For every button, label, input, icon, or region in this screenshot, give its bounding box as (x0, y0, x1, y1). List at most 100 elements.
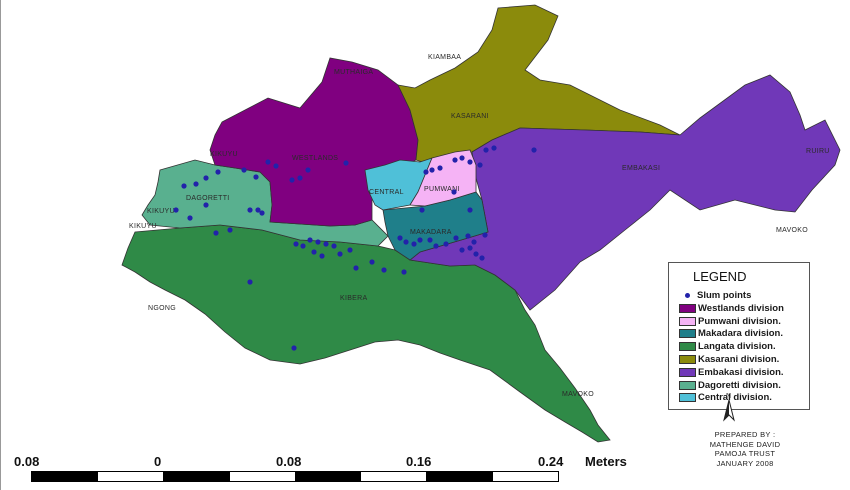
slum-point-marker[interactable] (187, 215, 193, 221)
legend-label: Embakasi division. (698, 366, 784, 378)
slum-point-marker[interactable] (531, 147, 537, 153)
legend-item: Langata division. (679, 341, 776, 352)
slum-point-marker[interactable] (253, 174, 259, 180)
slum-point-marker[interactable] (397, 235, 403, 241)
scale-segment (295, 472, 362, 481)
slum-point-marker[interactable] (291, 345, 297, 351)
legend-title: LEGEND (693, 269, 747, 284)
legend-item: Kasarani division. (679, 354, 779, 365)
slum-point-marker[interactable] (319, 253, 325, 259)
slum-point-marker[interactable] (429, 167, 435, 173)
slum-point-marker[interactable] (453, 235, 459, 241)
slum-point-marker[interactable] (215, 169, 221, 175)
slum-point-marker[interactable] (437, 165, 443, 171)
slum-point-marker[interactable] (417, 237, 423, 243)
slum-point-marker[interactable] (467, 159, 473, 165)
legend-swatch (679, 355, 696, 364)
credit-organization: PAMOJA TRUST (714, 449, 776, 458)
label-muthaiga: MUTHAIGA (334, 69, 373, 76)
slum-point-marker[interactable] (443, 241, 449, 247)
slum-point-marker[interactable] (289, 177, 295, 183)
label-dagoretti: DAGORETTI (186, 195, 230, 202)
scale-segment (97, 472, 164, 481)
slum-point-marker[interactable] (369, 259, 375, 265)
slum-point-marker[interactable] (173, 207, 179, 213)
slum-point-marker[interactable] (482, 232, 488, 238)
slum-point-marker[interactable] (401, 269, 407, 275)
slum-points-layer (173, 145, 537, 351)
slum-point-marker[interactable] (451, 189, 457, 195)
slum-point-marker[interactable] (465, 233, 471, 239)
label-ruiru: RUIRU (806, 148, 830, 155)
slum-point-marker[interactable] (259, 210, 265, 216)
slum-point-marker[interactable] (307, 237, 313, 243)
slum-point-marker[interactable] (471, 239, 477, 245)
slum-point-marker[interactable] (467, 207, 473, 213)
slum-point-marker[interactable] (227, 227, 233, 233)
slum-point-marker[interactable] (311, 249, 317, 255)
label-westlands: WESTLANDS (292, 155, 338, 162)
slum-point-marker[interactable] (353, 265, 359, 271)
slum-point-marker[interactable] (483, 147, 489, 153)
label-central: CENTRAL (369, 189, 404, 196)
slum-point-marker[interactable] (315, 239, 321, 245)
slum-point-marker[interactable] (459, 155, 465, 161)
scale-tick-label: 0.08 (276, 454, 302, 469)
legend-item: Dagoretti division. (679, 380, 781, 391)
label-pumwani: PUMWANI (424, 186, 460, 193)
slum-point-marker[interactable] (331, 243, 337, 249)
slum-point-marker[interactable] (381, 267, 387, 273)
credit-block: PREPARED BY : MATHENGE DAVID PAMOJA TRUS… (690, 430, 800, 476)
slum-point-marker[interactable] (181, 183, 187, 189)
slum-point-marker[interactable] (337, 251, 343, 257)
legend-item: Westlands division (679, 303, 784, 314)
slum-point-marker[interactable] (423, 169, 429, 175)
label-makadara: MAKADARA (410, 229, 452, 236)
scale-tick-label: 0.24 (538, 454, 564, 469)
embakasi-division[interactable] (409, 74, 841, 311)
pumwani-division[interactable] (409, 149, 477, 207)
legend-swatch (679, 303, 696, 313)
map-frame-edge (0, 0, 1, 490)
slum-point-marker[interactable] (343, 160, 349, 166)
slum-point-marker[interactable] (491, 145, 497, 151)
slum-point-marker[interactable] (477, 162, 483, 168)
slum-point-marker[interactable] (297, 175, 303, 181)
slum-point-marker[interactable] (479, 255, 485, 261)
slum-point-marker[interactable] (265, 159, 271, 165)
slum-point-marker[interactable] (255, 207, 261, 213)
slum-point-marker[interactable] (473, 251, 479, 257)
slum-point-marker[interactable] (427, 237, 433, 243)
slum-point-marker[interactable] (347, 247, 353, 253)
legend: LEGEND Slum points Westlands division Pumw… (668, 262, 810, 410)
slum-point-marker[interactable] (403, 239, 409, 245)
slum-point-marker[interactable] (459, 247, 465, 253)
label-mavoko-east: MAVOKO (776, 227, 808, 234)
slum-point-marker[interactable] (411, 241, 417, 247)
slum-point-marker[interactable] (467, 245, 473, 251)
slum-point-marker[interactable] (203, 202, 209, 208)
slum-point-marker[interactable] (293, 241, 299, 247)
scale-bar (31, 471, 559, 482)
legend-label: Dagoretti division. (698, 379, 781, 391)
slum-point-marker[interactable] (273, 163, 279, 169)
label-mavoko-south: MAVOKO (562, 391, 594, 398)
slum-point-marker[interactable] (305, 167, 311, 173)
slum-point-marker[interactable] (247, 279, 253, 285)
slum-point-marker[interactable] (213, 230, 219, 236)
slum-point-marker[interactable] (433, 243, 439, 249)
label-kiambaa: KIAMBAA (428, 54, 461, 61)
slum-point-marker[interactable] (203, 175, 209, 181)
slum-point-marker[interactable] (300, 243, 306, 249)
slum-point-marker[interactable] (241, 167, 247, 173)
slum-point-marker[interactable] (323, 241, 329, 247)
legend-swatch (679, 316, 696, 326)
slum-point-marker[interactable] (452, 157, 458, 163)
legend-label: Pumwani division. (698, 315, 781, 327)
slum-point-marker[interactable] (193, 181, 199, 187)
legend-label: Central division. (698, 392, 772, 404)
slum-point-marker[interactable] (247, 207, 253, 213)
slum-point-marker[interactable] (419, 207, 425, 213)
label-kikuyu-top: KIKUYU (210, 151, 238, 158)
